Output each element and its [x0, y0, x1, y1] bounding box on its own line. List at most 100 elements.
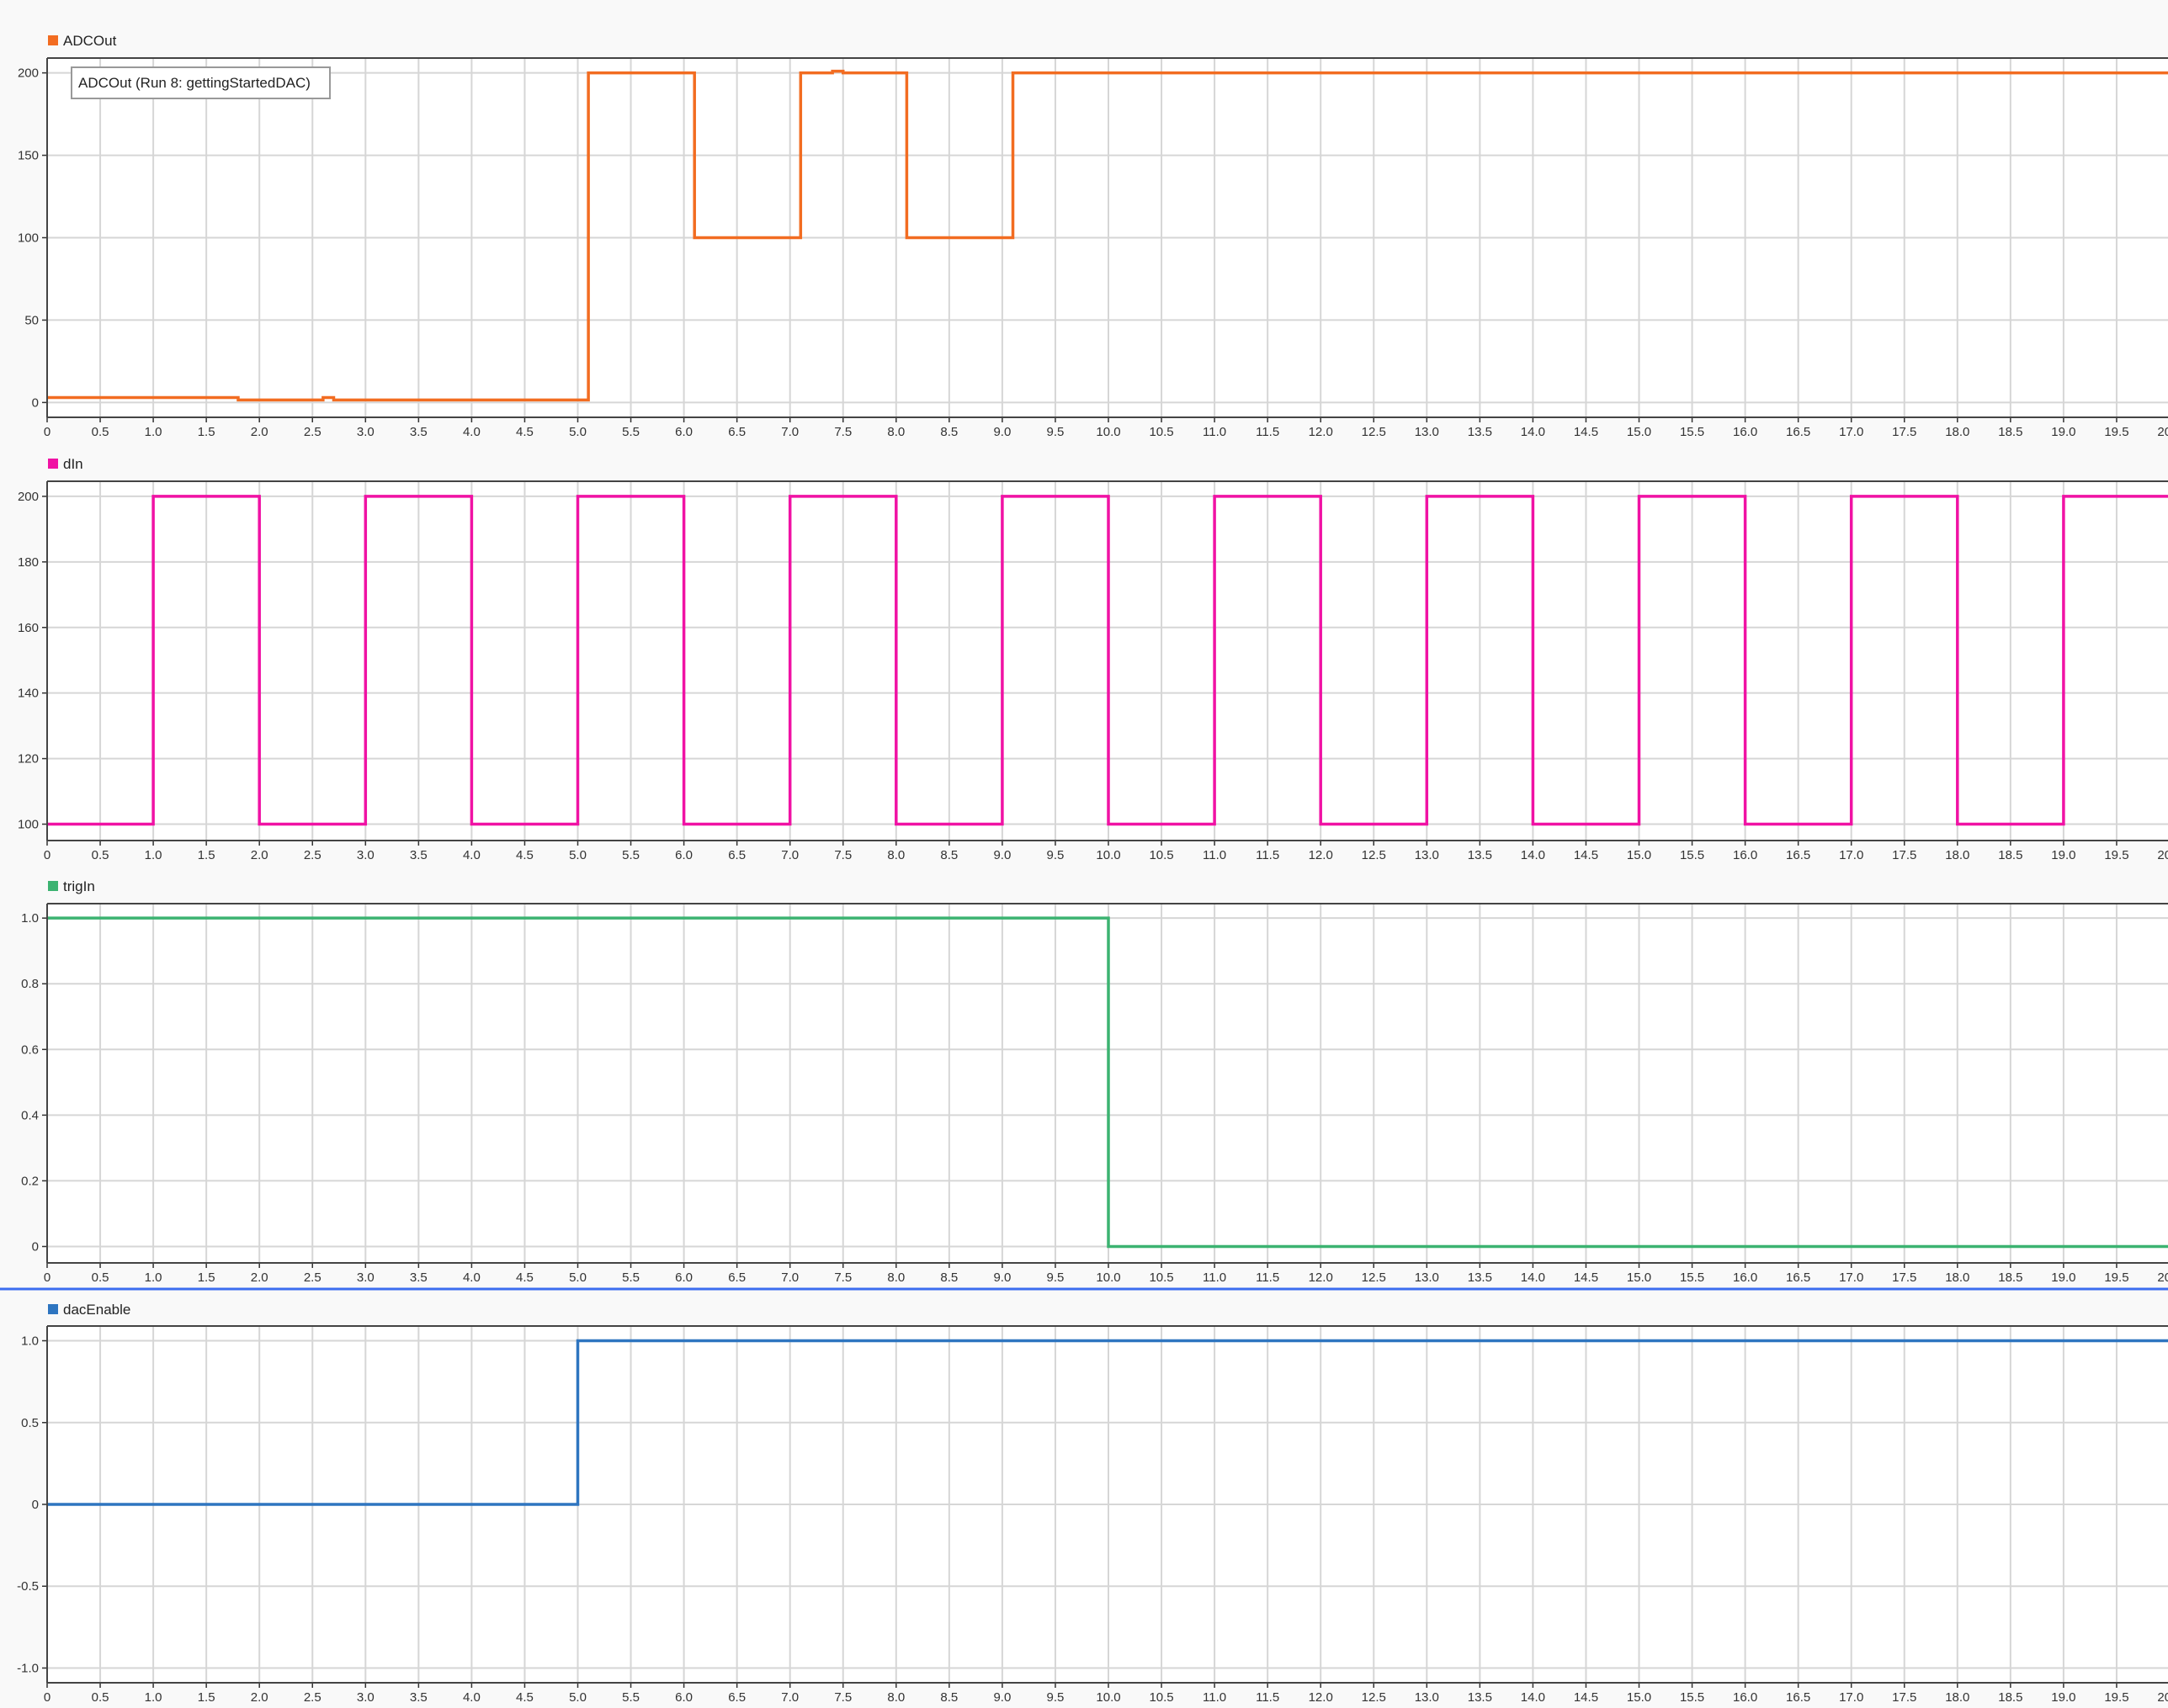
x-tick-label: 2.0: [251, 1690, 268, 1705]
x-tick-label: 15.5: [1680, 425, 1704, 439]
x-tick-label: 14.5: [1574, 848, 1598, 862]
data-cursor-tooltip: ADCOut (Run 8: gettingStartedDAC): [71, 66, 331, 99]
x-tick-label: 0.5: [92, 1270, 109, 1285]
x-tick-label: 4.5: [516, 425, 534, 439]
x-tick-label: 9.0: [993, 1270, 1011, 1285]
x-tick-label: 18.5: [1998, 1690, 2022, 1705]
plot-panel-dacEnable: dacEnable 0 0.5 1.0 1.5 2.0 2.5 3.0 3.5 4.0 4.5 5.0…: [17, 1302, 2168, 1705]
x-tick-label: 3.0: [357, 1690, 375, 1705]
x-tick-label: 15.5: [1680, 1270, 1704, 1285]
x-tick-label: 19.0: [2051, 1270, 2075, 1285]
y-tick-label: 50: [24, 313, 39, 327]
x-tick-label: 12.5: [1362, 425, 1386, 439]
x-tick-label: 14.0: [1521, 1690, 1545, 1705]
x-tick-label: 15.0: [1627, 848, 1651, 862]
legend-swatch: [48, 881, 58, 891]
x-tick-label: 11.5: [1256, 848, 1279, 862]
y-tick-label: 0: [32, 1239, 39, 1254]
x-tick-label: 13.5: [1468, 1690, 1492, 1705]
x-tick-label: 17.0: [1839, 848, 1863, 862]
series-line-dIn: [47, 495, 2168, 826]
x-tick-label: 8.5: [940, 848, 958, 862]
x-tick-label: 10.5: [1149, 1270, 1173, 1285]
x-tick-label: 9.0: [993, 848, 1011, 862]
x-tick-label: 6.0: [675, 1690, 693, 1705]
x-tick-label: 9.5: [1047, 425, 1065, 439]
x-tick-label: 7.5: [834, 1690, 852, 1705]
x-tick-label: 4.5: [516, 1690, 534, 1705]
x-tick-label: 6.5: [728, 1270, 746, 1285]
y-tick-label: 0.6: [21, 1042, 39, 1057]
x-tick-label: 19.5: [2104, 425, 2128, 439]
x-tick-label: 0: [44, 1270, 50, 1285]
x-tick-label: 20.0: [2157, 1270, 2168, 1285]
x-tick-label: 10.5: [1149, 1690, 1173, 1705]
x-tick-label: 10.0: [1096, 1270, 1120, 1285]
x-tick-label: 11.5: [1256, 1270, 1279, 1285]
x-tick-label: 17.5: [1892, 1690, 1916, 1705]
x-tick-label: 4.5: [516, 848, 534, 862]
x-tick-label: 0: [44, 425, 50, 439]
legend-swatch: [48, 35, 58, 45]
x-tick-label: 20.0: [2157, 1690, 2168, 1705]
x-tick-label: 6.0: [675, 1270, 693, 1285]
x-tick-label: 16.0: [1733, 1270, 1757, 1285]
x-tick-label: 16.0: [1733, 425, 1757, 439]
x-tick-label: 14.0: [1521, 1270, 1545, 1285]
x-tick-label: 19.5: [2104, 1270, 2128, 1285]
x-tick-label: 15.0: [1627, 1270, 1651, 1285]
x-tick-label: 11.0: [1203, 1270, 1226, 1285]
y-tick-label: 160: [18, 621, 39, 635]
legend-label: trigIn: [63, 878, 95, 894]
x-tick-label: 1.0: [145, 1690, 162, 1705]
x-tick-label: 17.0: [1839, 1270, 1863, 1285]
x-tick-label: 12.5: [1362, 848, 1386, 862]
x-tick-label: 1.5: [198, 1690, 215, 1705]
x-tick-label: 5.5: [622, 1270, 640, 1285]
x-tick-label: 7.0: [781, 1690, 799, 1705]
x-tick-label: 7.5: [834, 1270, 852, 1285]
x-tick-label: 10.5: [1149, 848, 1173, 862]
x-tick-label: 0.5: [92, 425, 109, 439]
x-tick-label: 14.0: [1521, 425, 1545, 439]
x-tick-label: 14.5: [1574, 1690, 1598, 1705]
x-tick-label: 15.0: [1627, 425, 1651, 439]
x-tick-label: 8.0: [887, 425, 905, 439]
x-tick-label: 12.0: [1309, 1690, 1333, 1705]
x-tick-label: 2.0: [251, 425, 268, 439]
x-tick-label: 18.0: [1945, 848, 1969, 862]
x-tick-label: 11.5: [1256, 1690, 1279, 1705]
x-tick-label: 10.0: [1096, 425, 1120, 439]
x-tick-label: 1.0: [145, 848, 162, 862]
x-tick-label: 12.0: [1309, 425, 1333, 439]
x-tick-label: 5.0: [569, 425, 587, 439]
x-tick-label: 6.5: [728, 1690, 746, 1705]
x-tick-label: 2.5: [304, 848, 321, 862]
legend-swatch: [48, 459, 58, 469]
x-tick-label: 5.0: [569, 1690, 587, 1705]
x-tick-label: 7.0: [781, 425, 799, 439]
x-tick-label: 11.0: [1203, 848, 1226, 862]
x-tick-label: 14.5: [1574, 425, 1598, 439]
x-tick-label: 4.0: [463, 1270, 481, 1285]
x-tick-label: 8.5: [940, 1690, 958, 1705]
series-line-trigIn: [47, 916, 2168, 1249]
x-tick-label: 19.5: [2104, 1690, 2128, 1705]
x-tick-label: 0.5: [92, 848, 109, 862]
x-tick-label: 16.5: [1786, 1690, 1810, 1705]
x-tick-label: 0: [44, 848, 50, 862]
x-tick-label: 1.0: [145, 1270, 162, 1285]
x-tick-label: 12.0: [1309, 1270, 1333, 1285]
x-tick-label: 3.5: [410, 425, 428, 439]
y-tick-label: 100: [18, 818, 39, 832]
y-tick-label: 0: [32, 395, 39, 410]
tooltip-box: [71, 66, 331, 99]
x-tick-label: 8.0: [887, 1270, 905, 1285]
y-tick-label: -0.5: [17, 1579, 39, 1594]
plot-panel-dIn: dIn 0 0.5 1.0 1.5 2.0 2.5 3.0 3.5 4.0 4.5 5.0 5.5 6.0…: [18, 456, 2168, 862]
x-tick-label: 18.0: [1945, 425, 1969, 439]
x-tick-label: 1.5: [198, 1270, 215, 1285]
x-tick-label: 10.5: [1149, 425, 1173, 439]
x-tick-label: 13.5: [1468, 425, 1492, 439]
